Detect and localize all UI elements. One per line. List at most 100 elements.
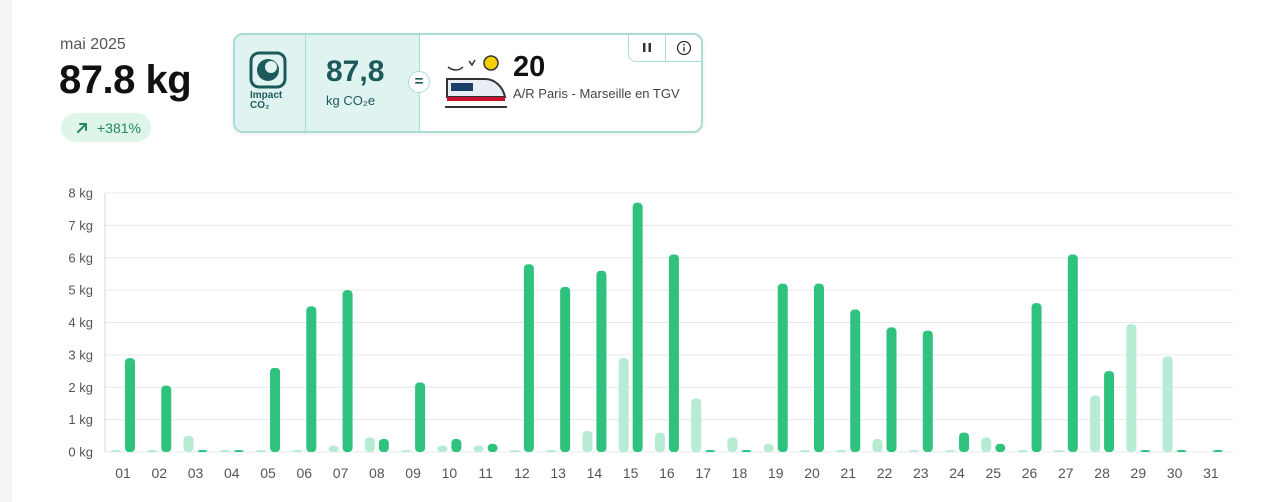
x-tick-label: 31	[1203, 465, 1219, 481]
x-tick-label: 10	[442, 465, 458, 481]
bar-previous-day-22	[872, 439, 883, 452]
y-tick-label: 8 kg	[68, 186, 93, 201]
bar-current-day-04	[233, 450, 244, 452]
impact-value-panel: 87,8 kg CO₂e	[306, 35, 420, 131]
total-emissions: 87.8 kg	[59, 58, 192, 102]
change-badge: +381%	[61, 113, 151, 142]
x-tick-label: 13	[550, 465, 566, 481]
train-icon	[445, 55, 507, 108]
bar-previous-day-06	[292, 450, 303, 452]
info-button[interactable]	[665, 35, 701, 61]
bar-current-day-08	[378, 439, 389, 452]
left-edge-strip	[0, 0, 12, 502]
bar-current-day-03	[197, 450, 208, 452]
bar-previous-day-27	[1053, 450, 1064, 452]
x-tick-label: 15	[623, 465, 639, 481]
bar-previous-day-18	[727, 437, 738, 452]
x-tick-label: 30	[1167, 465, 1183, 481]
bar-previous-day-21	[836, 450, 847, 452]
bar-previous-day-02	[147, 450, 158, 452]
bar-previous-day-23	[908, 450, 919, 452]
bar-previous-day-20	[799, 450, 810, 452]
y-tick-label: 2 kg	[68, 380, 93, 395]
bar-current-day-22	[886, 327, 897, 452]
equivalent-count: 20	[513, 51, 546, 83]
month-label: mai 2025	[60, 36, 126, 53]
x-tick-label: 17	[695, 465, 711, 481]
daily-emissions-chart: 0 kg 1 kg 2 kg 3 kg 4 kg 5 kg 6 kg 7 kg 8 kg 01 02…	[68, 186, 1233, 481]
y-tick-label: 6 kg	[68, 250, 93, 265]
x-tick-label: 28	[1094, 465, 1110, 481]
bar-current-day-07	[342, 290, 353, 452]
info-icon	[676, 40, 692, 55]
bar-current-day-06	[306, 306, 317, 452]
bar-current-day-24	[959, 432, 970, 452]
bar-previous-day-30	[1162, 356, 1173, 452]
bar-previous-day-16	[654, 432, 665, 452]
bar-current-day-23	[922, 330, 933, 452]
y-tick-label: 4 kg	[68, 315, 93, 330]
x-tick-label: 24	[949, 465, 965, 481]
x-tick-label: 20	[804, 465, 820, 481]
bar-current-day-05	[270, 367, 281, 452]
change-value: +381%	[97, 119, 141, 136]
bar-previous-day-17	[691, 398, 702, 452]
impact-co2-logo-icon	[249, 51, 287, 89]
y-tick-label: 0 kg	[68, 445, 93, 460]
bar-current-day-25	[995, 443, 1006, 452]
x-tick-label: 11	[478, 465, 493, 481]
impact-co2-logo: Impact CO₂	[235, 35, 306, 131]
x-tick-label: 26	[1022, 465, 1038, 481]
pause-icon	[643, 43, 651, 52]
logo-text-impact: Impact	[250, 90, 283, 101]
bar-previous-day-24	[945, 450, 956, 452]
bar-previous-day-10	[437, 445, 448, 452]
bar-previous-day-11	[473, 445, 484, 452]
x-tick-label: 21	[840, 465, 856, 481]
bar-current-day-15	[632, 202, 643, 452]
x-tick-label: 08	[369, 465, 385, 481]
bar-current-day-12	[523, 264, 534, 452]
bar-previous-day-29	[1126, 324, 1137, 452]
bar-current-day-09	[415, 382, 426, 452]
x-tick-label: 18	[732, 465, 748, 481]
bar-current-day-26	[1031, 303, 1042, 452]
bar-previous-day-25	[981, 437, 992, 452]
bar-current-day-16	[668, 254, 679, 452]
bar-previous-day-08	[364, 437, 375, 452]
x-tick-label: 19	[768, 465, 784, 481]
bar-current-day-28	[1104, 371, 1115, 452]
bar-current-day-30	[1176, 450, 1187, 452]
bar-previous-day-05	[256, 450, 267, 452]
impact-co2-card[interactable]: Impact CO₂ 87,8 kg CO₂e = 20 A/R Paris -…	[233, 33, 703, 133]
bar-current-day-01	[125, 358, 135, 452]
impact-value: 87,8	[326, 55, 385, 88]
x-tick-label: 16	[659, 465, 675, 481]
equals-sign: =	[408, 71, 430, 93]
x-tick-label: 23	[913, 465, 929, 481]
x-tick-label: 04	[224, 465, 240, 481]
bar-current-day-31	[1212, 450, 1223, 452]
x-tick-label: 06	[297, 465, 313, 481]
bar-previous-day-13	[546, 450, 557, 452]
x-tick-label: 01	[115, 465, 131, 481]
bar-previous-day-04	[219, 450, 230, 452]
bar-current-day-10	[451, 439, 462, 452]
bar-previous-day-01	[111, 450, 121, 452]
y-tick-label: 1 kg	[68, 412, 93, 427]
x-tick-label: 03	[188, 465, 204, 481]
bar-current-day-14	[596, 270, 607, 452]
bar-current-day-29	[1140, 450, 1151, 452]
pause-button[interactable]	[629, 35, 665, 61]
bar-previous-day-09	[401, 450, 412, 452]
bar-current-day-27	[1067, 254, 1078, 452]
bar-previous-day-12	[509, 450, 520, 452]
bar-previous-day-03	[183, 435, 194, 452]
bar-current-day-11	[487, 443, 498, 452]
card-controls	[628, 35, 701, 62]
logo-text-co2: CO₂	[250, 100, 270, 111]
bar-current-day-20	[813, 283, 824, 452]
y-tick-label: 5 kg	[68, 283, 93, 298]
bar-previous-day-26	[1017, 450, 1028, 452]
arrow-up-right-icon	[77, 122, 87, 133]
